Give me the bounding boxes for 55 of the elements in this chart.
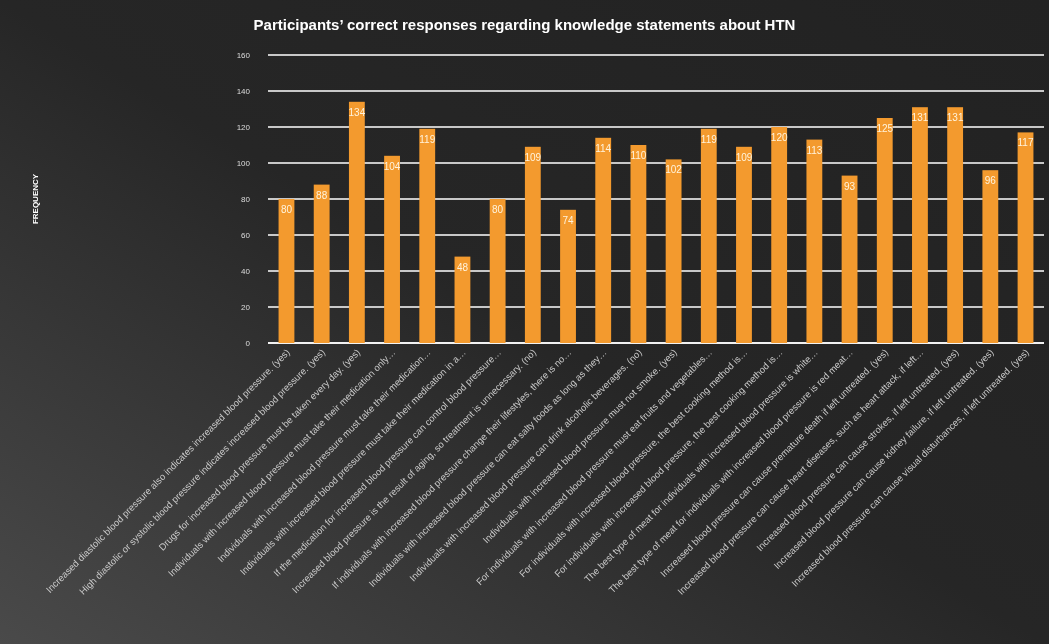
bar <box>982 170 999 343</box>
y-tick-label: 0 <box>245 338 251 348</box>
bar <box>560 209 576 343</box>
data-label: 74 <box>562 214 575 226</box>
bar <box>489 199 506 343</box>
bar <box>630 145 647 343</box>
data-label: 131 <box>946 112 964 124</box>
chart-title: Participants’ correct responses regarding knowledge statements about HTN <box>253 16 796 33</box>
data-label: 120 <box>770 132 788 143</box>
data-label: 131 <box>911 112 929 124</box>
y-tick-label: 160 <box>236 50 251 60</box>
data-label: 113 <box>806 144 823 156</box>
data-label: 80 <box>492 204 504 215</box>
bar <box>524 146 541 343</box>
bar <box>841 175 858 343</box>
bar <box>278 199 295 343</box>
bar <box>348 101 365 343</box>
bar <box>665 159 682 343</box>
data-label: 88 <box>316 189 328 201</box>
bar <box>419 128 436 343</box>
data-label: 114 <box>595 142 612 154</box>
data-label: 125 <box>876 123 894 134</box>
bar <box>876 118 893 343</box>
data-label: 119 <box>700 133 718 145</box>
y-tick-label: 40 <box>241 266 251 276</box>
data-label: 119 <box>419 133 436 145</box>
bar <box>454 256 471 343</box>
bar <box>912 107 928 343</box>
bar <box>595 137 612 343</box>
data-label: 102 <box>665 164 683 176</box>
y-tick-label: 60 <box>241 230 251 240</box>
bar <box>947 107 964 343</box>
data-label: 104 <box>383 160 401 172</box>
data-label: 134 <box>348 106 366 118</box>
y-tick-label: 140 <box>236 86 251 96</box>
data-label: 48 <box>456 261 469 273</box>
data-label: 80 <box>280 204 293 215</box>
bar <box>736 146 752 343</box>
y-tick-label: 120 <box>236 122 251 132</box>
bar <box>700 128 717 343</box>
data-label: 117 <box>1017 137 1034 149</box>
data-label: 110 <box>630 150 647 161</box>
bar <box>1017 132 1034 343</box>
y-tick-label: 80 <box>241 194 251 204</box>
bar <box>313 184 330 343</box>
data-label: 96 <box>984 175 997 187</box>
y-tick-label: 100 <box>236 158 251 168</box>
data-label: 109 <box>735 151 753 163</box>
y-tick-label: 20 <box>241 302 251 312</box>
data-label: 93 <box>844 180 856 192</box>
bar <box>384 155 400 343</box>
bar <box>806 139 823 343</box>
bar <box>771 127 788 343</box>
y-axis-title: FREQUENCY <box>31 173 40 225</box>
data-label: 109 <box>524 151 542 163</box>
